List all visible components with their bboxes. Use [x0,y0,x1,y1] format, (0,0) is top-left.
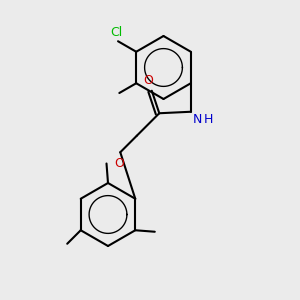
Text: O: O [114,157,124,170]
Text: H: H [203,113,213,126]
Text: Cl: Cl [110,26,123,39]
Text: O: O [143,74,153,87]
Text: N: N [192,113,202,126]
